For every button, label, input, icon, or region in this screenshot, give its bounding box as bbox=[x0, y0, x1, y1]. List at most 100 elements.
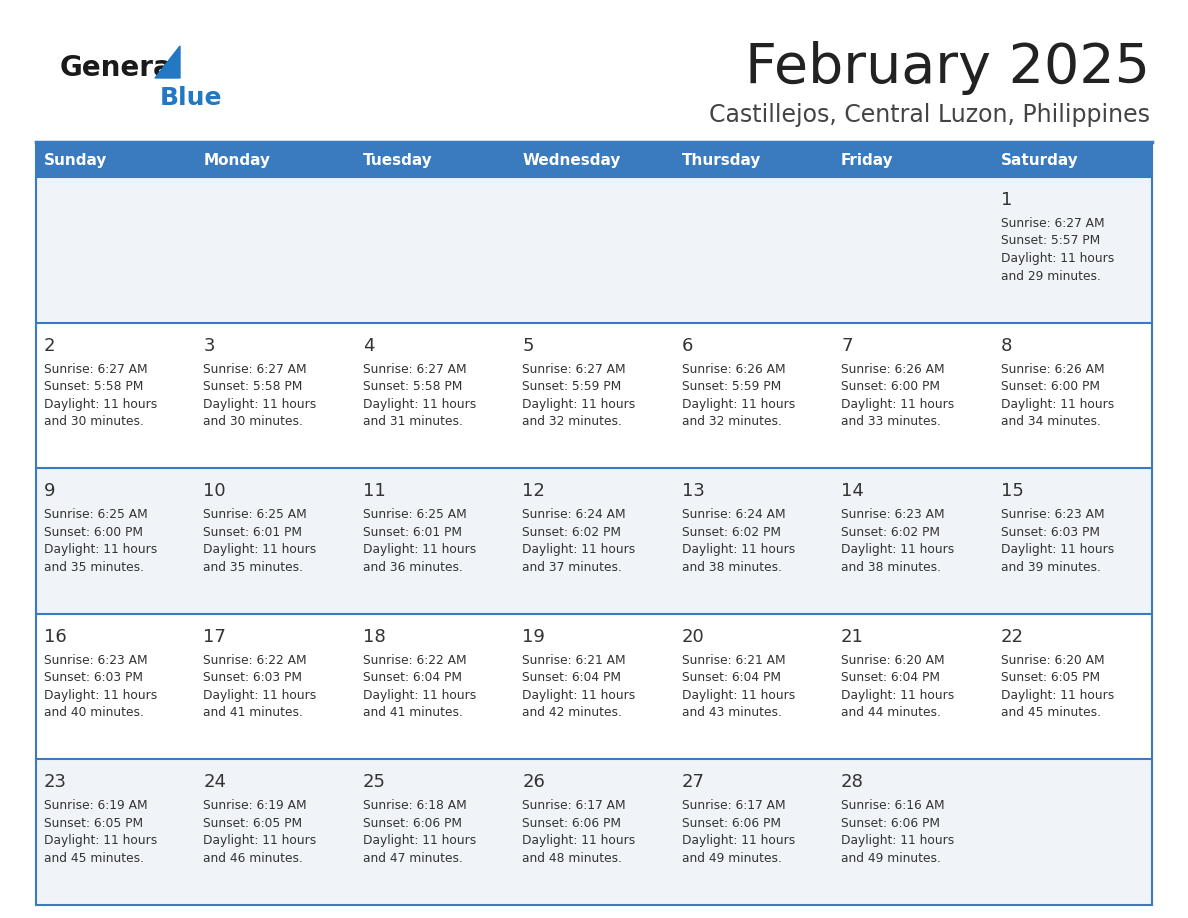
Bar bbox=[674, 614, 833, 759]
Text: 21: 21 bbox=[841, 628, 864, 645]
Text: Daylight: 11 hours: Daylight: 11 hours bbox=[682, 543, 795, 556]
Text: Daylight: 11 hours: Daylight: 11 hours bbox=[841, 688, 954, 701]
Text: Daylight: 11 hours: Daylight: 11 hours bbox=[1000, 543, 1114, 556]
Text: Daylight: 11 hours: Daylight: 11 hours bbox=[682, 397, 795, 410]
Text: Daylight: 11 hours: Daylight: 11 hours bbox=[44, 543, 157, 556]
Text: Daylight: 11 hours: Daylight: 11 hours bbox=[44, 834, 157, 847]
Text: and 39 minutes.: and 39 minutes. bbox=[1000, 561, 1100, 574]
Text: Sunrise: 6:21 AM: Sunrise: 6:21 AM bbox=[682, 654, 785, 666]
Text: Daylight: 11 hours: Daylight: 11 hours bbox=[44, 397, 157, 410]
Text: and 45 minutes.: and 45 minutes. bbox=[44, 852, 144, 865]
Text: Sunset: 6:01 PM: Sunset: 6:01 PM bbox=[203, 526, 303, 539]
Text: Daylight: 11 hours: Daylight: 11 hours bbox=[682, 834, 795, 847]
Bar bbox=[992, 759, 1152, 905]
Text: and 43 minutes.: and 43 minutes. bbox=[682, 706, 782, 720]
Bar bbox=[674, 759, 833, 905]
Text: and 37 minutes.: and 37 minutes. bbox=[523, 561, 623, 574]
Text: Castillejos, Central Luzon, Philippines: Castillejos, Central Luzon, Philippines bbox=[709, 103, 1150, 127]
Bar bbox=[833, 759, 992, 905]
Text: and 31 minutes.: and 31 minutes. bbox=[362, 415, 462, 428]
Text: Sunset: 5:57 PM: Sunset: 5:57 PM bbox=[1000, 234, 1100, 248]
Text: Sunrise: 6:27 AM: Sunrise: 6:27 AM bbox=[44, 363, 147, 375]
Text: 19: 19 bbox=[523, 628, 545, 645]
Bar bbox=[992, 468, 1152, 614]
Bar bbox=[833, 322, 992, 468]
Text: February 2025: February 2025 bbox=[745, 41, 1150, 95]
Text: Wednesday: Wednesday bbox=[523, 152, 620, 167]
Bar bbox=[833, 143, 992, 177]
Text: and 49 minutes.: and 49 minutes. bbox=[841, 852, 941, 865]
Bar bbox=[355, 143, 514, 177]
Text: and 49 minutes.: and 49 minutes. bbox=[682, 852, 782, 865]
Bar bbox=[196, 759, 355, 905]
Text: 16: 16 bbox=[44, 628, 67, 645]
Text: Sunset: 6:02 PM: Sunset: 6:02 PM bbox=[523, 526, 621, 539]
Text: Sunset: 6:05 PM: Sunset: 6:05 PM bbox=[1000, 671, 1100, 684]
Text: Daylight: 11 hours: Daylight: 11 hours bbox=[523, 543, 636, 556]
Bar bbox=[196, 322, 355, 468]
Text: Sunset: 6:04 PM: Sunset: 6:04 PM bbox=[523, 671, 621, 684]
Text: Sunrise: 6:25 AM: Sunrise: 6:25 AM bbox=[203, 509, 308, 521]
Text: Sunset: 6:03 PM: Sunset: 6:03 PM bbox=[44, 671, 143, 684]
Text: and 32 minutes.: and 32 minutes. bbox=[523, 415, 623, 428]
Text: Sunset: 6:04 PM: Sunset: 6:04 PM bbox=[682, 671, 781, 684]
Text: Sunrise: 6:19 AM: Sunrise: 6:19 AM bbox=[44, 800, 147, 812]
Bar bbox=[196, 614, 355, 759]
Text: Sunset: 6:02 PM: Sunset: 6:02 PM bbox=[841, 526, 940, 539]
Text: Sunrise: 6:27 AM: Sunrise: 6:27 AM bbox=[203, 363, 307, 375]
Text: 26: 26 bbox=[523, 773, 545, 791]
Bar bbox=[514, 322, 674, 468]
Text: 11: 11 bbox=[362, 482, 386, 500]
Text: Daylight: 11 hours: Daylight: 11 hours bbox=[203, 543, 317, 556]
Bar bbox=[674, 143, 833, 177]
Text: and 34 minutes.: and 34 minutes. bbox=[1000, 415, 1100, 428]
Text: Sunrise: 6:24 AM: Sunrise: 6:24 AM bbox=[523, 509, 626, 521]
Bar bbox=[355, 177, 514, 322]
Text: Sunrise: 6:23 AM: Sunrise: 6:23 AM bbox=[1000, 509, 1104, 521]
Bar bbox=[36, 177, 196, 322]
Text: and 40 minutes.: and 40 minutes. bbox=[44, 706, 144, 720]
Bar bbox=[833, 177, 992, 322]
Bar bbox=[36, 143, 196, 177]
Text: and 30 minutes.: and 30 minutes. bbox=[203, 415, 303, 428]
Text: Sunrise: 6:27 AM: Sunrise: 6:27 AM bbox=[362, 363, 467, 375]
Text: Sunrise: 6:27 AM: Sunrise: 6:27 AM bbox=[523, 363, 626, 375]
Text: Sunset: 6:06 PM: Sunset: 6:06 PM bbox=[841, 817, 940, 830]
Text: and 47 minutes.: and 47 minutes. bbox=[362, 852, 462, 865]
Text: Daylight: 11 hours: Daylight: 11 hours bbox=[523, 688, 636, 701]
Text: Daylight: 11 hours: Daylight: 11 hours bbox=[203, 688, 317, 701]
Text: and 44 minutes.: and 44 minutes. bbox=[841, 706, 941, 720]
Text: Daylight: 11 hours: Daylight: 11 hours bbox=[841, 397, 954, 410]
Text: Sunset: 5:58 PM: Sunset: 5:58 PM bbox=[203, 380, 303, 393]
Bar bbox=[355, 759, 514, 905]
Text: Daylight: 11 hours: Daylight: 11 hours bbox=[203, 397, 317, 410]
Text: Sunset: 6:06 PM: Sunset: 6:06 PM bbox=[682, 817, 781, 830]
Text: 3: 3 bbox=[203, 337, 215, 354]
Text: Sunset: 6:03 PM: Sunset: 6:03 PM bbox=[203, 671, 303, 684]
Text: and 38 minutes.: and 38 minutes. bbox=[841, 561, 941, 574]
Bar bbox=[674, 468, 833, 614]
Text: Sunrise: 6:25 AM: Sunrise: 6:25 AM bbox=[44, 509, 147, 521]
Text: Sunset: 6:06 PM: Sunset: 6:06 PM bbox=[523, 817, 621, 830]
Text: 20: 20 bbox=[682, 628, 704, 645]
Text: Sunset: 6:06 PM: Sunset: 6:06 PM bbox=[362, 817, 462, 830]
Text: Sunset: 6:01 PM: Sunset: 6:01 PM bbox=[362, 526, 462, 539]
Text: Sunset: 6:04 PM: Sunset: 6:04 PM bbox=[841, 671, 940, 684]
Text: 7: 7 bbox=[841, 337, 853, 354]
Bar bbox=[992, 177, 1152, 322]
Text: General: General bbox=[61, 54, 183, 82]
Text: Daylight: 11 hours: Daylight: 11 hours bbox=[682, 688, 795, 701]
Text: 25: 25 bbox=[362, 773, 386, 791]
Text: Sunrise: 6:22 AM: Sunrise: 6:22 AM bbox=[362, 654, 467, 666]
Bar bbox=[992, 322, 1152, 468]
Text: 10: 10 bbox=[203, 482, 226, 500]
Text: and 48 minutes.: and 48 minutes. bbox=[523, 852, 623, 865]
Bar bbox=[514, 143, 674, 177]
Text: Daylight: 11 hours: Daylight: 11 hours bbox=[44, 688, 157, 701]
Text: Daylight: 11 hours: Daylight: 11 hours bbox=[1000, 252, 1114, 265]
Text: Daylight: 11 hours: Daylight: 11 hours bbox=[523, 397, 636, 410]
Text: and 30 minutes.: and 30 minutes. bbox=[44, 415, 144, 428]
Text: Sunrise: 6:22 AM: Sunrise: 6:22 AM bbox=[203, 654, 307, 666]
Text: Daylight: 11 hours: Daylight: 11 hours bbox=[362, 834, 476, 847]
Text: Daylight: 11 hours: Daylight: 11 hours bbox=[362, 397, 476, 410]
